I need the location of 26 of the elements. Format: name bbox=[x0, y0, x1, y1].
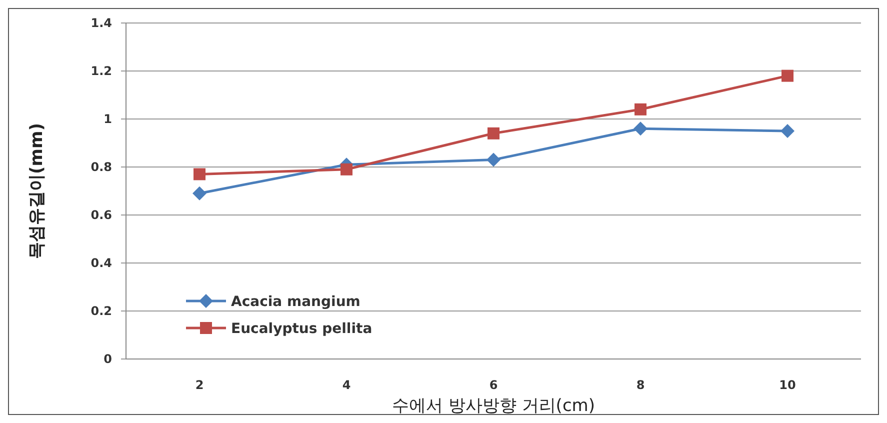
x-tick-label: 2 bbox=[195, 378, 204, 392]
y-tick-label: 0.4 bbox=[90, 256, 112, 270]
y-tick-label: 1.4 bbox=[90, 16, 112, 30]
x-tick-label: 8 bbox=[636, 378, 645, 392]
point bbox=[782, 70, 794, 82]
y-tick-label: 0.2 bbox=[90, 304, 112, 318]
point bbox=[780, 124, 794, 138]
point bbox=[634, 122, 648, 136]
y-axis-title: 목섬유길이(mm) bbox=[27, 123, 47, 259]
legend-label: Eucalyptus pellita bbox=[231, 320, 372, 337]
y-tick-label: 0.6 bbox=[90, 208, 112, 222]
y-tick-label: 1.2 bbox=[90, 64, 112, 78]
y-tick-label: 0.8 bbox=[90, 160, 112, 174]
y-tick-label: 0 bbox=[104, 352, 112, 366]
point bbox=[486, 152, 500, 167]
point bbox=[192, 186, 206, 200]
point bbox=[634, 103, 646, 116]
y-tick-label: 1 bbox=[104, 112, 112, 126]
point bbox=[194, 168, 206, 180]
x-axis-title: 수에서 방사방향 거리(cm) bbox=[392, 396, 595, 416]
x-tick-label: 6 bbox=[489, 378, 498, 392]
x-tick-label: 10 bbox=[779, 378, 796, 392]
x-tick-label: 4 bbox=[342, 378, 351, 392]
point bbox=[340, 163, 352, 176]
point bbox=[488, 127, 500, 140]
legend-label: Acacia mangium bbox=[231, 294, 360, 310]
